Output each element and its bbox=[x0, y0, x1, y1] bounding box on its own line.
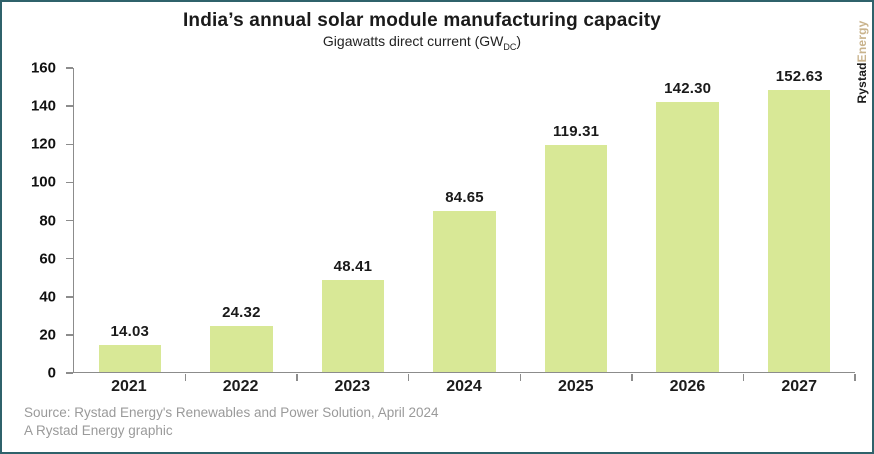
subtitle-suffix: ) bbox=[516, 33, 522, 49]
x-axis-tick bbox=[407, 373, 410, 381]
bar-2022 bbox=[210, 325, 273, 372]
logo-rystad-text: Rystad bbox=[855, 62, 869, 104]
x-axis-tick bbox=[519, 373, 522, 381]
y-tick-mark bbox=[66, 372, 73, 374]
x-axis-tick bbox=[296, 373, 298, 381]
plot-area: 14.03 24.32 48.41 84.65 119.31 142.30 152.63 bbox=[73, 68, 856, 381]
x-label-2022: 2022 bbox=[222, 378, 259, 395]
bar-2023 bbox=[321, 280, 385, 372]
rystad-energy-logo-text: RystadEnergy bbox=[855, 20, 869, 103]
y-tick-mark bbox=[66, 257, 73, 260]
x-label-2024: 2024 bbox=[446, 378, 482, 395]
x-axis-tick bbox=[631, 373, 633, 381]
source-line-1: Source: Rystad Energy's Renewables and P… bbox=[24, 405, 439, 420]
bar-value-label: 84.65 bbox=[445, 189, 484, 207]
x-axis-tick bbox=[184, 373, 187, 381]
y-tick-mark bbox=[66, 67, 73, 69]
bar-value-label: 48.41 bbox=[333, 258, 373, 276]
x-axis-tick bbox=[742, 373, 745, 381]
bar-column-2024: 84.65 bbox=[409, 68, 521, 372]
y-tick-label-20: 20 bbox=[39, 326, 56, 344]
bar-2026 bbox=[656, 101, 719, 372]
subtitle-prefix: Gigawatts direct current (GW bbox=[322, 33, 504, 49]
bar-2027 bbox=[768, 90, 831, 372]
x-label-2023: 2023 bbox=[334, 378, 371, 395]
bar-column-2027: 152.63 bbox=[743, 68, 855, 372]
y-tick-label-140: 140 bbox=[30, 97, 56, 115]
y-tick-label-160: 160 bbox=[30, 59, 56, 77]
bars-container: 14.03 24.32 48.41 84.65 119.31 142.30 152.63 bbox=[74, 68, 855, 372]
y-axis: 0 20 40 60 80 100 120 140 160 bbox=[0, 60, 73, 382]
chart-title: India’s annual solar module manufacturin… bbox=[182, 10, 662, 31]
y-tick-mark bbox=[66, 219, 73, 222]
y-tick-label-40: 40 bbox=[39, 288, 56, 306]
bar-column-2022: 24.32 bbox=[186, 68, 298, 372]
x-label-2025: 2025 bbox=[557, 378, 594, 395]
y-tick-mark bbox=[66, 334, 73, 336]
bar-2021 bbox=[98, 345, 162, 372]
bar-2024 bbox=[433, 211, 496, 372]
bar-value-label: 24.32 bbox=[222, 303, 261, 321]
subtitle-subscript: DC bbox=[503, 41, 517, 52]
bar-value-label: 142.30 bbox=[664, 79, 712, 97]
x-axis-tick bbox=[854, 373, 856, 381]
x-label-2026: 2026 bbox=[669, 378, 706, 395]
bar-2025 bbox=[544, 145, 608, 372]
bar-column-2021: 14.03 bbox=[74, 68, 186, 372]
logo-energy-text: Energy bbox=[855, 20, 869, 63]
y-tick-mark bbox=[66, 105, 73, 107]
y-tick-label-100: 100 bbox=[30, 173, 56, 191]
y-tick-label-120: 120 bbox=[30, 135, 56, 153]
bar-value-label: 119.31 bbox=[552, 123, 600, 141]
chart-subtitle: Gigawatts direct current (GWDC) bbox=[40, 33, 804, 52]
bar-column-2026: 142.30 bbox=[632, 68, 744, 372]
y-tick-label-60: 60 bbox=[39, 250, 56, 268]
y-tick-mark bbox=[66, 181, 73, 184]
y-tick-mark bbox=[66, 296, 73, 298]
source-line-2: A Rystad Energy graphic bbox=[24, 423, 173, 439]
bar-column-2025: 119.31 bbox=[520, 68, 632, 372]
rystad-energy-logo: RystadEnergy bbox=[854, 14, 870, 110]
bar-value-label: 14.03 bbox=[110, 323, 150, 341]
y-tick-label-80: 80 bbox=[39, 212, 56, 229]
bar-value-label: 152.63 bbox=[775, 68, 823, 85]
source-note: Source: Rystad Energy's Renewables and P… bbox=[24, 404, 774, 440]
y-tick-mark bbox=[66, 143, 73, 145]
x-axis-labels: 2021 2022 2023 2024 2025 2026 2027 bbox=[73, 378, 855, 396]
y-tick-label-0: 0 bbox=[47, 364, 56, 382]
bar-column-2023: 48.41 bbox=[297, 68, 409, 372]
x-label-2027: 2027 bbox=[781, 378, 817, 395]
x-label-2021: 2021 bbox=[111, 378, 147, 395]
